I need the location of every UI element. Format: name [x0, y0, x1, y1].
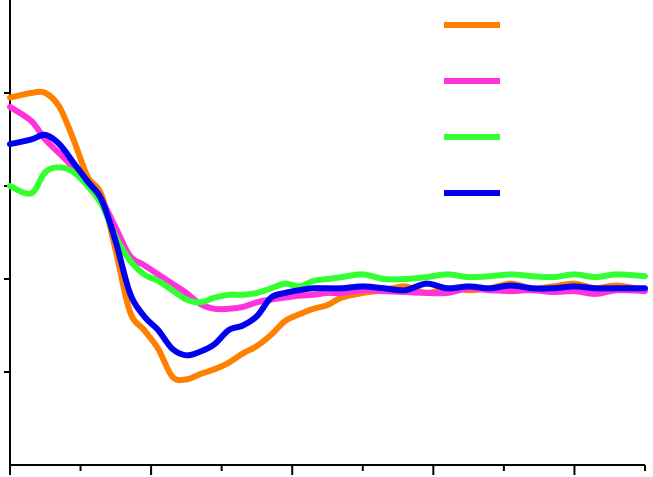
series-line-4	[7, 131, 648, 359]
series-group	[7, 88, 648, 384]
legend	[444, 22, 500, 196]
series-line-1	[7, 88, 648, 384]
chart-axes	[9, 0, 645, 466]
axis-ticks	[4, 92, 646, 475]
series-line-3	[7, 164, 648, 306]
